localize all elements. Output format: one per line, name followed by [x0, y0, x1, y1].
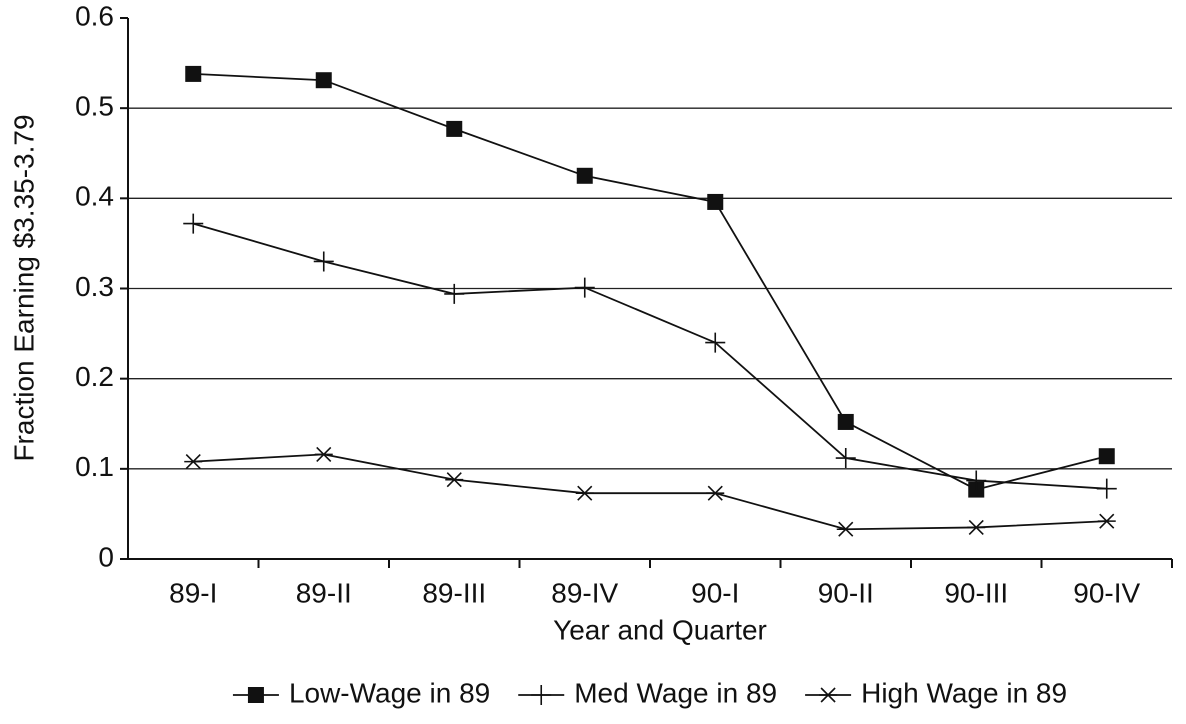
marker — [835, 448, 856, 469]
marker — [314, 446, 333, 462]
legend-label: High Wage in 89 — [861, 677, 1067, 708]
y-tick-label: 0.5 — [75, 91, 114, 122]
x-tick-label: 89-II — [296, 577, 352, 608]
series-line — [192, 222, 1107, 490]
y-axis-title: Fraction Earning $3.35-3.79 — [8, 114, 39, 461]
marker — [531, 685, 552, 705]
marker — [185, 65, 202, 82]
series-line — [193, 453, 1107, 531]
x-tick-label: 90-II — [818, 577, 874, 608]
marker — [313, 251, 334, 272]
x-tick-label: 89-III — [422, 577, 486, 608]
legend: Low-Wage in 89 Med Wage in 89 High Wage in… — [232, 677, 1067, 708]
marker — [184, 454, 203, 470]
x-axis-title: Year and Quarter — [553, 614, 767, 645]
series-line — [193, 73, 1107, 491]
marker — [707, 193, 724, 210]
marker — [706, 485, 725, 501]
x-tick-label: 89-I — [169, 577, 217, 608]
marker — [819, 687, 838, 703]
marker — [705, 332, 726, 353]
x-tick-label: 90-IV — [1073, 577, 1140, 608]
marker — [445, 472, 464, 488]
marker — [444, 283, 465, 304]
marker — [574, 277, 595, 298]
x-tick-label: 90-I — [691, 577, 739, 608]
y-tick-label: 0.1 — [75, 451, 114, 482]
y-tick-label: 0.6 — [75, 0, 114, 31]
x-tick-label: 90-III — [944, 577, 1008, 608]
marker — [446, 120, 463, 137]
marker — [967, 519, 986, 536]
marker — [576, 167, 593, 184]
y-tick-label: 0.3 — [75, 271, 114, 302]
marker — [836, 521, 855, 537]
legend-label: Med Wage in 89 — [574, 677, 777, 708]
legend-label: Low-Wage in 89 — [289, 677, 490, 708]
marker — [837, 413, 854, 430]
marker — [1098, 448, 1115, 465]
marker — [1096, 478, 1117, 499]
y-tick-label: 0.4 — [75, 181, 114, 212]
y-tick-label: 0 — [98, 541, 114, 572]
y-tick-label: 0.2 — [75, 361, 114, 392]
marker — [315, 72, 332, 89]
x-tick-label: 89-IV — [551, 577, 618, 608]
marker — [183, 213, 204, 234]
marker — [247, 687, 264, 703]
marker — [966, 470, 987, 491]
marker — [575, 485, 594, 501]
marker — [1097, 513, 1116, 529]
